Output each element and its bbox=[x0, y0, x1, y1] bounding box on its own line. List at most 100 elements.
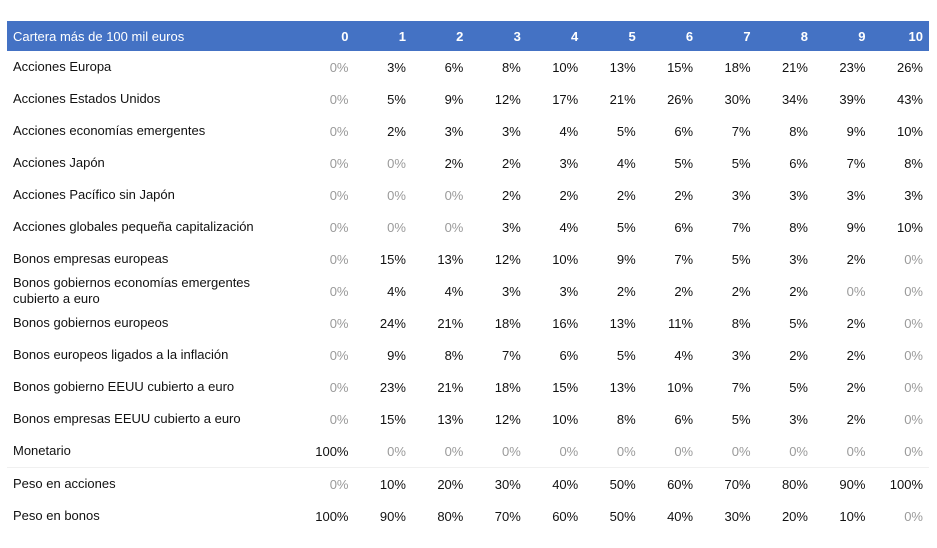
table-row: Bonos empresas europeas 0% 15% 13% 12% 10% 9% 7… bbox=[7, 243, 929, 275]
table-row: Peso en bonos 100% 90% 80% 70% 60% 50% 40% 30% 20… bbox=[7, 500, 929, 532]
table-cell: 12% bbox=[494, 251, 521, 267]
table-cell: 26% bbox=[667, 91, 694, 107]
table-cell: 0% bbox=[444, 187, 464, 203]
table-row: Peso en acciones 0% 10% 20% 30% 40% 50% 60% 70% 8… bbox=[7, 467, 929, 500]
table-cell: 3% bbox=[502, 283, 521, 299]
table-row: Acciones globales pequeña capitalización… bbox=[7, 211, 929, 243]
table-cell: 6% bbox=[559, 347, 579, 363]
table-cell: 0% bbox=[387, 443, 406, 459]
table-cell: 15% bbox=[667, 59, 694, 75]
table-cell: 3% bbox=[502, 123, 521, 139]
table-cell: 13% bbox=[609, 315, 636, 331]
table-cell: 15% bbox=[552, 379, 579, 395]
table-cell: 0% bbox=[846, 443, 866, 459]
table-cell: 10% bbox=[552, 59, 579, 75]
table-cell: 0% bbox=[329, 187, 349, 203]
table-cell: 3% bbox=[789, 411, 808, 427]
table-cell: 2% bbox=[502, 187, 521, 203]
table-cell: 0% bbox=[904, 443, 923, 459]
table-cell: 4% bbox=[444, 283, 464, 299]
table-row: Bonos gobiernos europeos 0% 24% 21% 18% 16% 13… bbox=[7, 307, 929, 339]
table-cell: 0% bbox=[904, 347, 923, 363]
table-cell: 5% bbox=[789, 315, 808, 331]
table-cell: 15% bbox=[379, 251, 406, 267]
table-cell: 10% bbox=[896, 219, 923, 235]
table-cell: 10% bbox=[552, 411, 579, 427]
table-header-row: Cartera más de 100 mil euros 0 1 2 3 4 5… bbox=[7, 21, 929, 51]
table-cell: 0% bbox=[329, 379, 349, 395]
table-cell: 30% bbox=[724, 508, 751, 524]
table-cell: 8% bbox=[789, 219, 808, 235]
table-cell: 18% bbox=[494, 379, 521, 395]
table-cell: 6% bbox=[674, 411, 694, 427]
table-cell: 2% bbox=[846, 347, 866, 363]
table-cell: 2% bbox=[846, 379, 866, 395]
table-cell: 23% bbox=[839, 59, 866, 75]
table-cell: 60% bbox=[641, 467, 700, 500]
table-cell: 5% bbox=[387, 91, 406, 107]
table-cell: 7% bbox=[731, 219, 751, 235]
table-cell: 3% bbox=[789, 251, 808, 267]
column-header: 0 bbox=[297, 21, 355, 51]
table-cell: 60% bbox=[552, 508, 579, 524]
table-cell: 0% bbox=[731, 443, 751, 459]
table-cell: 0% bbox=[329, 155, 349, 171]
table-cell: 0% bbox=[329, 251, 349, 267]
table-cell: 2% bbox=[846, 251, 866, 267]
table-cell: 4% bbox=[559, 123, 579, 139]
table-cell: 18% bbox=[724, 59, 751, 75]
table-cell: 0% bbox=[387, 219, 406, 235]
table-cell: 21% bbox=[437, 379, 464, 395]
table-cell: 23% bbox=[379, 379, 406, 395]
column-header: 1 bbox=[354, 21, 412, 51]
table-cell: 8% bbox=[731, 315, 751, 331]
table-cell: 0% bbox=[502, 443, 521, 459]
table-cell: 0% bbox=[559, 443, 579, 459]
column-header: 8 bbox=[756, 21, 814, 51]
table-cell: 2% bbox=[674, 187, 694, 203]
table-cell: 0% bbox=[846, 283, 866, 299]
table-cell: 10% bbox=[896, 123, 923, 139]
table-cell: 39% bbox=[839, 91, 866, 107]
table-cell: 13% bbox=[609, 59, 636, 75]
table-cell: 70% bbox=[494, 508, 521, 524]
table-cell: 2% bbox=[444, 155, 464, 171]
column-header: 4 bbox=[526, 21, 585, 51]
table-body: Acciones Europa 0% 3% 6% 8% 10% 13% 15% 18% 21% 23… bbox=[7, 51, 929, 532]
table-cell: 0% bbox=[789, 443, 808, 459]
row-label: Acciones Pacífico sin Japón bbox=[13, 187, 175, 202]
table-cell: 7% bbox=[502, 347, 521, 363]
table-cell: 2% bbox=[559, 187, 579, 203]
row-label: Acciones economías emergentes bbox=[13, 123, 206, 138]
table-row: Bonos gobierno EEUU cubierto a euro 0% 23%… bbox=[7, 371, 929, 403]
row-label: Acciones Japón bbox=[13, 155, 105, 170]
table-cell: 0% bbox=[616, 443, 636, 459]
table-cell: 4% bbox=[559, 219, 579, 235]
table-cell: 10% bbox=[552, 251, 579, 267]
table-cell: 43% bbox=[896, 91, 923, 107]
table-cell: 2% bbox=[502, 155, 521, 171]
column-header: 5 bbox=[584, 21, 642, 51]
table-cell: 10% bbox=[839, 508, 866, 524]
table-cell: 15% bbox=[379, 411, 406, 427]
table-cell: 0% bbox=[904, 315, 923, 331]
table-cell: 9% bbox=[444, 91, 464, 107]
table-cell: 21% bbox=[437, 315, 464, 331]
table-cell: 0% bbox=[444, 219, 464, 235]
table-cell: 0% bbox=[329, 347, 349, 363]
table-cell: 9% bbox=[846, 219, 866, 235]
table-cell: 8% bbox=[789, 123, 808, 139]
table-cell: 2% bbox=[846, 315, 866, 331]
table-cell: 2% bbox=[846, 411, 866, 427]
table-cell: 0% bbox=[387, 187, 406, 203]
row-label: Bonos gobierno EEUU cubierto a euro bbox=[13, 379, 235, 394]
table-row: Monetario 100% 0% 0% 0% 0% 0% 0% 0% 0% 0% 0% bbox=[7, 435, 929, 468]
table-cell: 13% bbox=[609, 379, 636, 395]
table-cell: 10% bbox=[354, 467, 412, 500]
table-cell: 2% bbox=[387, 123, 406, 139]
table-cell: 21% bbox=[781, 59, 808, 75]
table-cell: 6% bbox=[674, 219, 694, 235]
table-cell: 0% bbox=[674, 443, 694, 459]
table-cell: 7% bbox=[731, 379, 751, 395]
table-cell: 7% bbox=[731, 123, 751, 139]
